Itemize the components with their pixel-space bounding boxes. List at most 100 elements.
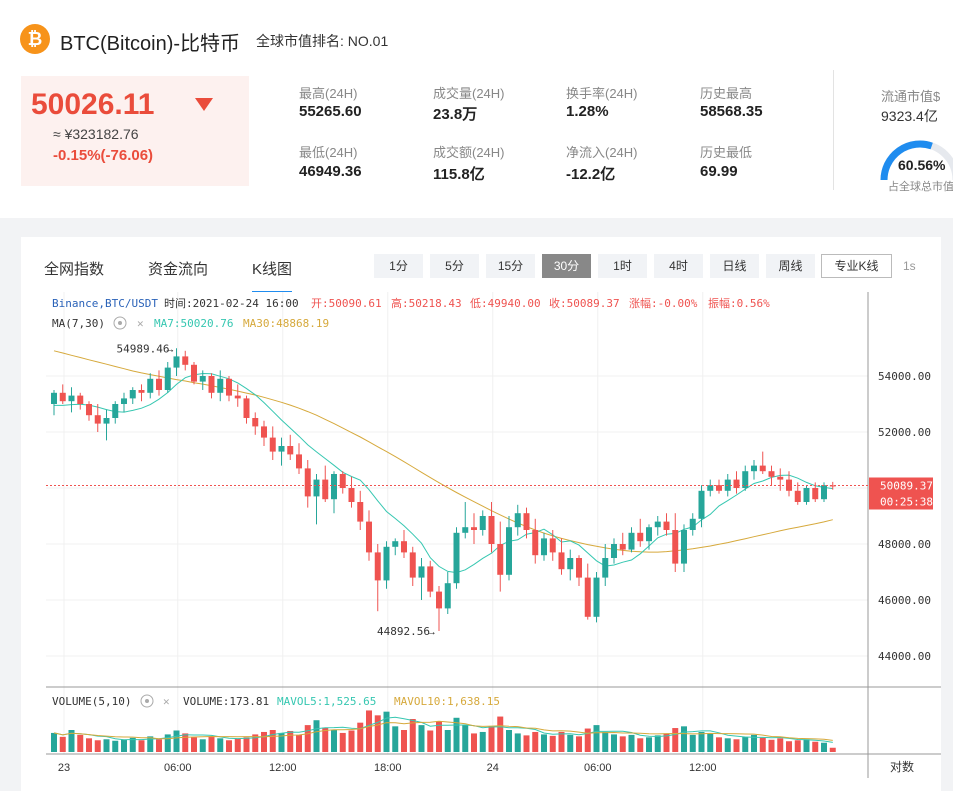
volume-bar: [392, 726, 399, 752]
interval-4h[interactable]: 4时: [654, 254, 703, 278]
last-price-box: [869, 477, 933, 510]
interval-week[interactable]: 周线: [766, 254, 815, 278]
tab-global-index[interactable]: 全网指数: [44, 261, 105, 278]
candle-body: [698, 490, 705, 519]
y-tick: 46000.00: [878, 594, 931, 607]
volume-bar: [584, 728, 591, 752]
volume-bar: [269, 730, 276, 752]
candle-body: [261, 426, 267, 438]
stat-label: 历史最高: [700, 86, 753, 101]
candle-body: [611, 544, 617, 558]
close-icon[interactable]: ✕: [137, 317, 144, 330]
candle-body: [672, 530, 679, 564]
tab-kline[interactable]: K线图: [252, 258, 293, 293]
candle-body: [541, 538, 547, 556]
candle-body: [313, 479, 320, 497]
candles: [51, 348, 836, 632]
x-tick: 12:00: [269, 762, 297, 774]
volume-bar: [77, 734, 84, 752]
volume-bar: [497, 716, 504, 752]
vol-settings-icon[interactable]: [140, 694, 154, 708]
candle-body: [549, 538, 556, 553]
interval-5m[interactable]: 5分: [430, 254, 479, 278]
volume-bar: [182, 733, 189, 752]
vol-settings-icon-dot: [145, 699, 149, 703]
interval-1m[interactable]: 1分: [374, 254, 423, 278]
volume-bar: [663, 733, 670, 752]
candle-body: [654, 521, 661, 528]
ma-path: [54, 372, 833, 574]
x-tick: 18:00: [374, 762, 402, 774]
volume-bar: [803, 739, 810, 752]
max-arrow-icon: →: [165, 343, 176, 355]
candle-body: [637, 532, 644, 542]
candle-body: [532, 530, 539, 556]
candle-body: [77, 395, 84, 404]
volume-bar: [287, 730, 294, 752]
volume-bar: [427, 730, 434, 752]
interval-day[interactable]: 日线: [710, 254, 759, 278]
volume-bar: [777, 738, 784, 752]
candle-body: [94, 415, 101, 424]
kline-chart[interactable]: 54000.0052000.0050000.0048000.0046000.00…: [46, 292, 941, 778]
volume-bar: [94, 740, 101, 752]
stat-value: 115.8亿: [433, 166, 485, 183]
candle-body: [514, 513, 521, 528]
interval-15m[interactable]: 15分: [486, 254, 535, 278]
volume-bar: [742, 736, 749, 752]
volume-bar: [374, 715, 381, 752]
candle-body: [296, 454, 302, 469]
volume-bar: [716, 737, 722, 752]
candle-body: [497, 544, 504, 575]
stat-value: -12.2亿: [566, 166, 616, 183]
min-price-label: 44892.56: [377, 625, 430, 638]
y-tick: 48000.00: [878, 538, 931, 551]
candle-body: [339, 474, 346, 488]
pro-kline-button[interactable]: 专业K线: [821, 254, 892, 278]
x-tick: 23: [58, 762, 70, 774]
volume-bar: [514, 733, 521, 752]
candle-body: [129, 390, 136, 399]
volume-bar: [252, 734, 259, 752]
grid: [46, 292, 868, 754]
price-change: -0.15%(-76.06): [53, 147, 154, 164]
volume-bar: [444, 730, 451, 752]
price-box: [21, 76, 249, 186]
volume-bar: [59, 736, 66, 752]
candle-body: [707, 485, 714, 491]
tab-fund-flow[interactable]: 资金流向: [148, 261, 209, 278]
log-scale-toggle[interactable]: 对数: [890, 759, 914, 774]
interval-1h[interactable]: 1时: [598, 254, 647, 278]
interval-30m[interactable]: 30分: [542, 254, 591, 278]
info-open: 开:50090.61: [311, 297, 382, 310]
volume-bar: [261, 731, 267, 752]
market-share-value: 60.56%: [898, 157, 946, 173]
x-tick: 06:00: [164, 762, 192, 774]
vol-close-icon[interactable]: ✕: [163, 695, 170, 708]
settings-icon[interactable]: [113, 316, 127, 330]
volume-bar: [138, 740, 145, 752]
ma-label: MA(7,30): [52, 317, 105, 330]
volume-bar: [418, 725, 425, 752]
stat-value: 46949.36: [299, 163, 362, 180]
volume-bar: [191, 737, 197, 752]
stat-value: 58568.35: [700, 103, 763, 120]
mavol-path: [53, 716, 833, 743]
stat-value: 55265.60: [299, 103, 362, 120]
candle-body: [558, 552, 565, 570]
y-tick: 44000.00: [878, 650, 931, 663]
vol-label: VOLUME(5,10): [52, 695, 131, 708]
volume-bar: [357, 722, 364, 752]
volume-bar: [208, 736, 215, 752]
volume-bar: [304, 725, 311, 752]
volume-bar: [768, 739, 775, 752]
candle-body: [138, 390, 145, 393]
stat-value: 23.8万: [433, 106, 478, 123]
volume-bar: [322, 727, 329, 752]
coin-title: BTC(Bitcoin)-比特币: [60, 33, 241, 55]
candle-body: [51, 392, 57, 404]
candle-body: [663, 521, 670, 530]
interval-1s[interactable]: 1s: [903, 259, 916, 273]
market-share-label: 占全球总市值: [888, 181, 953, 193]
candle-body: [103, 418, 110, 424]
